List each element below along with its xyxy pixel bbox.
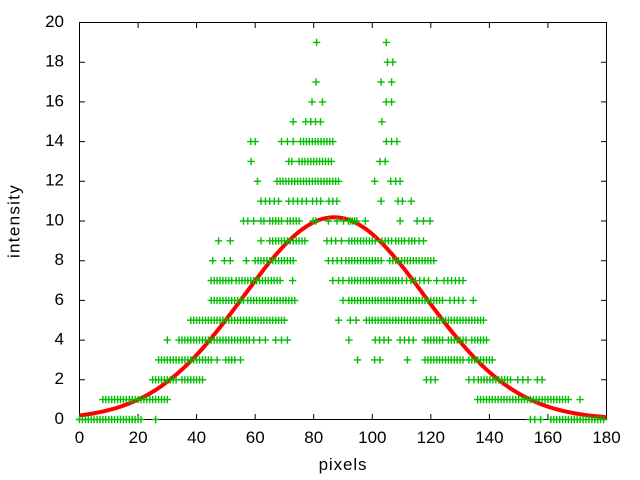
svg-text:80: 80 [304, 428, 323, 447]
svg-text:14: 14 [45, 131, 64, 150]
svg-text:60: 60 [246, 428, 265, 447]
svg-text:16: 16 [45, 91, 64, 110]
svg-text:20: 20 [45, 12, 64, 31]
svg-text:18: 18 [45, 52, 64, 71]
svg-text:pixels: pixels [319, 455, 368, 474]
svg-text:100: 100 [358, 428, 386, 447]
svg-text:6: 6 [55, 290, 64, 309]
svg-text:40: 40 [187, 428, 206, 447]
svg-text:160: 160 [534, 428, 562, 447]
svg-text:180: 180 [592, 428, 620, 447]
svg-text:20: 20 [129, 428, 148, 447]
svg-text:2: 2 [55, 369, 64, 388]
svg-text:4: 4 [55, 330, 64, 349]
svg-text:8: 8 [55, 250, 64, 269]
svg-text:12: 12 [45, 171, 64, 190]
svg-text:0: 0 [75, 428, 84, 447]
svg-text:140: 140 [475, 428, 503, 447]
svg-text:intensity: intensity [5, 184, 24, 258]
svg-text:120: 120 [417, 428, 445, 447]
svg-text:0: 0 [55, 409, 64, 428]
svg-text:10: 10 [45, 210, 64, 229]
